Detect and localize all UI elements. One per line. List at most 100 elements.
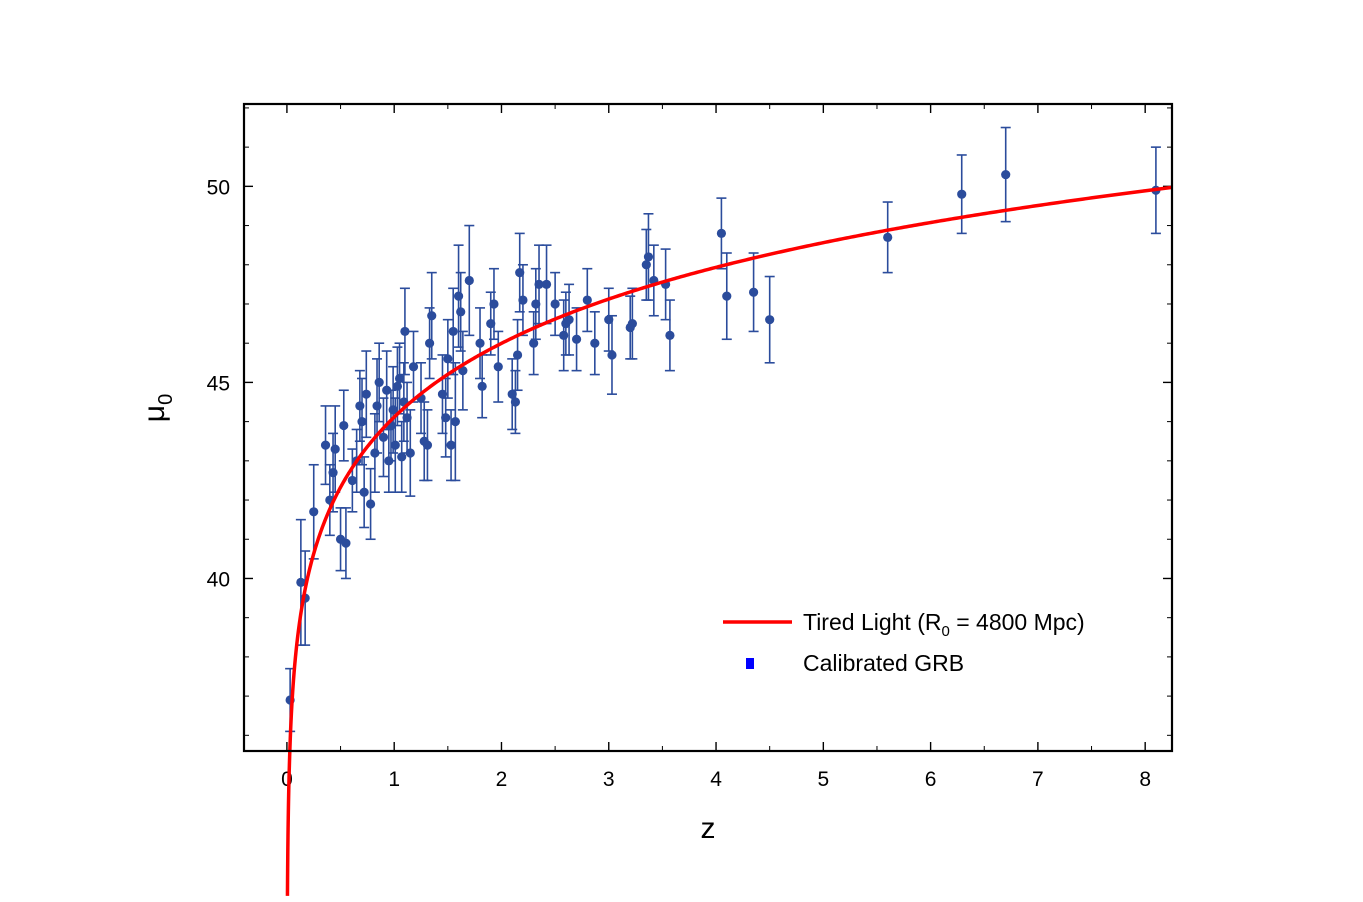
grb-point bbox=[308, 463, 319, 560]
data-marker bbox=[716, 228, 727, 238]
data-marker bbox=[347, 475, 357, 486]
data-marker bbox=[341, 538, 351, 548]
grb-point bbox=[512, 318, 523, 392]
grb-point bbox=[528, 311, 539, 376]
grb-point bbox=[477, 354, 488, 419]
data-marker bbox=[441, 413, 451, 423]
data-marker bbox=[510, 397, 521, 407]
data-marker bbox=[748, 287, 759, 297]
grb-point bbox=[550, 271, 561, 337]
data-marker bbox=[883, 232, 893, 242]
grb-point bbox=[716, 197, 727, 270]
data-marker bbox=[453, 291, 464, 301]
y-axis-title: μ0 bbox=[138, 394, 177, 422]
legend-label-model-sub: 0 bbox=[941, 623, 949, 640]
grb-point bbox=[442, 318, 453, 399]
legend-label-data: Calibrated GRB bbox=[803, 650, 964, 676]
data-marker bbox=[402, 413, 412, 423]
data-marker bbox=[372, 401, 382, 411]
grb-point bbox=[564, 283, 575, 356]
x-tick-label: 5 bbox=[817, 768, 829, 791]
legend-label-model-before: Tired Light (R bbox=[803, 609, 941, 635]
grb-point bbox=[606, 314, 617, 395]
grb-point bbox=[589, 311, 600, 376]
data-marker bbox=[394, 373, 405, 384]
data-marker bbox=[534, 279, 544, 289]
data-marker bbox=[320, 440, 331, 450]
grb-data-points bbox=[285, 126, 1161, 733]
grb-point bbox=[419, 401, 430, 482]
grb-point bbox=[1000, 126, 1011, 223]
x-tick-labels: 0 1 2 3 4 5 6 7 8 bbox=[281, 768, 1151, 791]
data-marker bbox=[604, 315, 614, 325]
grb-point bbox=[365, 467, 376, 541]
grb-point bbox=[422, 409, 433, 482]
grb-point bbox=[405, 409, 416, 497]
data-marker bbox=[643, 252, 654, 262]
data-marker bbox=[607, 350, 617, 360]
grb-point bbox=[488, 267, 499, 341]
y-tick-label: 45 bbox=[207, 372, 230, 395]
grb-point bbox=[748, 252, 759, 333]
data-marker bbox=[1001, 169, 1011, 180]
grb-point bbox=[721, 252, 732, 341]
grb-point bbox=[582, 267, 593, 333]
grb-point bbox=[517, 263, 528, 337]
data-marker bbox=[309, 507, 319, 517]
x-tick-label: 8 bbox=[1139, 768, 1151, 791]
grb-point bbox=[541, 244, 552, 325]
data-marker bbox=[365, 499, 376, 509]
data-marker bbox=[427, 311, 437, 321]
legend: Tired Light (R0 = 4800 Mpc) Calibrated G… bbox=[723, 609, 1085, 676]
grb-point bbox=[627, 287, 638, 360]
grb-point bbox=[378, 397, 389, 478]
grb-point bbox=[457, 330, 468, 411]
grb-point bbox=[340, 507, 351, 580]
y-tick-label: 50 bbox=[207, 176, 230, 199]
grb-point bbox=[571, 307, 582, 372]
y-axis-title-sub: 0 bbox=[155, 394, 177, 405]
grb-point bbox=[426, 271, 437, 360]
data-marker bbox=[627, 318, 637, 329]
data-marker bbox=[464, 275, 474, 286]
data-marker bbox=[355, 401, 365, 411]
data-marker bbox=[422, 440, 433, 450]
data-marker bbox=[378, 432, 389, 442]
x-tick-label: 0 bbox=[281, 768, 293, 791]
data-marker bbox=[564, 315, 574, 325]
grb-point bbox=[374, 342, 385, 423]
data-marker bbox=[456, 307, 466, 317]
y-tick-label: 40 bbox=[207, 568, 230, 591]
data-marker bbox=[550, 299, 560, 309]
x-tick-label: 4 bbox=[710, 768, 722, 791]
data-marker bbox=[328, 467, 338, 478]
data-marker bbox=[400, 326, 410, 337]
data-marker bbox=[486, 318, 496, 329]
plot-frame bbox=[242, 102, 1174, 753]
grb-point bbox=[359, 456, 370, 529]
data-marker bbox=[590, 338, 600, 348]
grb-point bbox=[882, 201, 893, 274]
data-marker bbox=[359, 487, 369, 497]
data-marker bbox=[529, 338, 539, 348]
grb-point bbox=[408, 330, 419, 403]
data-marker bbox=[512, 350, 523, 360]
data-marker bbox=[392, 381, 403, 391]
data-marker bbox=[339, 420, 349, 431]
grb-point bbox=[455, 271, 466, 352]
legend-label-model-after: = 4800 Mpc) bbox=[950, 609, 1085, 635]
grb-point bbox=[399, 287, 410, 376]
x-axis-title: z bbox=[701, 812, 716, 845]
data-marker bbox=[571, 334, 582, 344]
y-tick-labels: 40 45 50 bbox=[207, 176, 230, 591]
data-marker bbox=[443, 354, 453, 364]
legend-point-marker bbox=[746, 658, 754, 669]
data-marker bbox=[437, 389, 448, 399]
data-marker bbox=[582, 295, 592, 305]
data-marker bbox=[408, 362, 419, 372]
grb-point bbox=[493, 330, 504, 403]
grb-point bbox=[450, 361, 461, 482]
data-marker bbox=[507, 389, 517, 399]
grb-point bbox=[338, 389, 349, 462]
